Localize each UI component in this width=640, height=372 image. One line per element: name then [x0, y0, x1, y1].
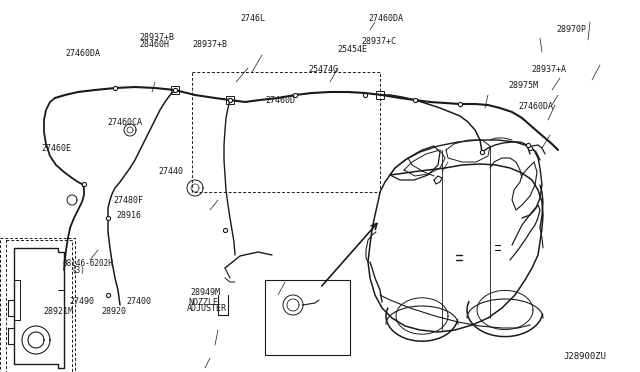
Text: NOZZLE: NOZZLE	[189, 298, 219, 307]
Text: 27460D: 27460D	[266, 96, 296, 105]
Text: 28921M: 28921M	[44, 307, 74, 316]
Text: 28937+B: 28937+B	[140, 33, 175, 42]
Text: 28970P: 28970P	[557, 25, 587, 34]
Text: (3): (3)	[72, 266, 86, 275]
Text: 28460H: 28460H	[140, 40, 170, 49]
Text: 27480F: 27480F	[114, 196, 144, 205]
Text: 25474G: 25474G	[308, 65, 339, 74]
Text: 28916: 28916	[116, 211, 141, 220]
Bar	[171, 86, 179, 94]
Text: 27490: 27490	[69, 297, 94, 306]
Text: J28900ZU: J28900ZU	[563, 352, 606, 360]
Text: 28937+A: 28937+A	[531, 65, 566, 74]
Text: 28949M: 28949M	[191, 288, 221, 297]
Text: 25454E: 25454E	[338, 45, 368, 54]
Text: 27460DA: 27460DA	[65, 49, 100, 58]
Text: ADJUSTER: ADJUSTER	[187, 304, 227, 313]
Text: 28937+C: 28937+C	[362, 37, 397, 46]
Text: 28937+B: 28937+B	[192, 40, 227, 49]
Text: 27400: 27400	[127, 297, 152, 306]
Text: 27460DA: 27460DA	[368, 14, 403, 23]
Text: 27460CA: 27460CA	[108, 118, 143, 127]
Text: 28920: 28920	[101, 307, 126, 316]
Text: 27460E: 27460E	[42, 144, 72, 153]
Bar	[265, 280, 350, 355]
Text: 2746L: 2746L	[240, 14, 265, 23]
Text: 28975M: 28975M	[509, 81, 539, 90]
Text: 27440: 27440	[159, 167, 184, 176]
Text: 08146-6202H: 08146-6202H	[63, 259, 113, 267]
Text: 27460DA: 27460DA	[518, 102, 554, 111]
Bar	[226, 96, 234, 104]
Bar	[376, 91, 384, 99]
